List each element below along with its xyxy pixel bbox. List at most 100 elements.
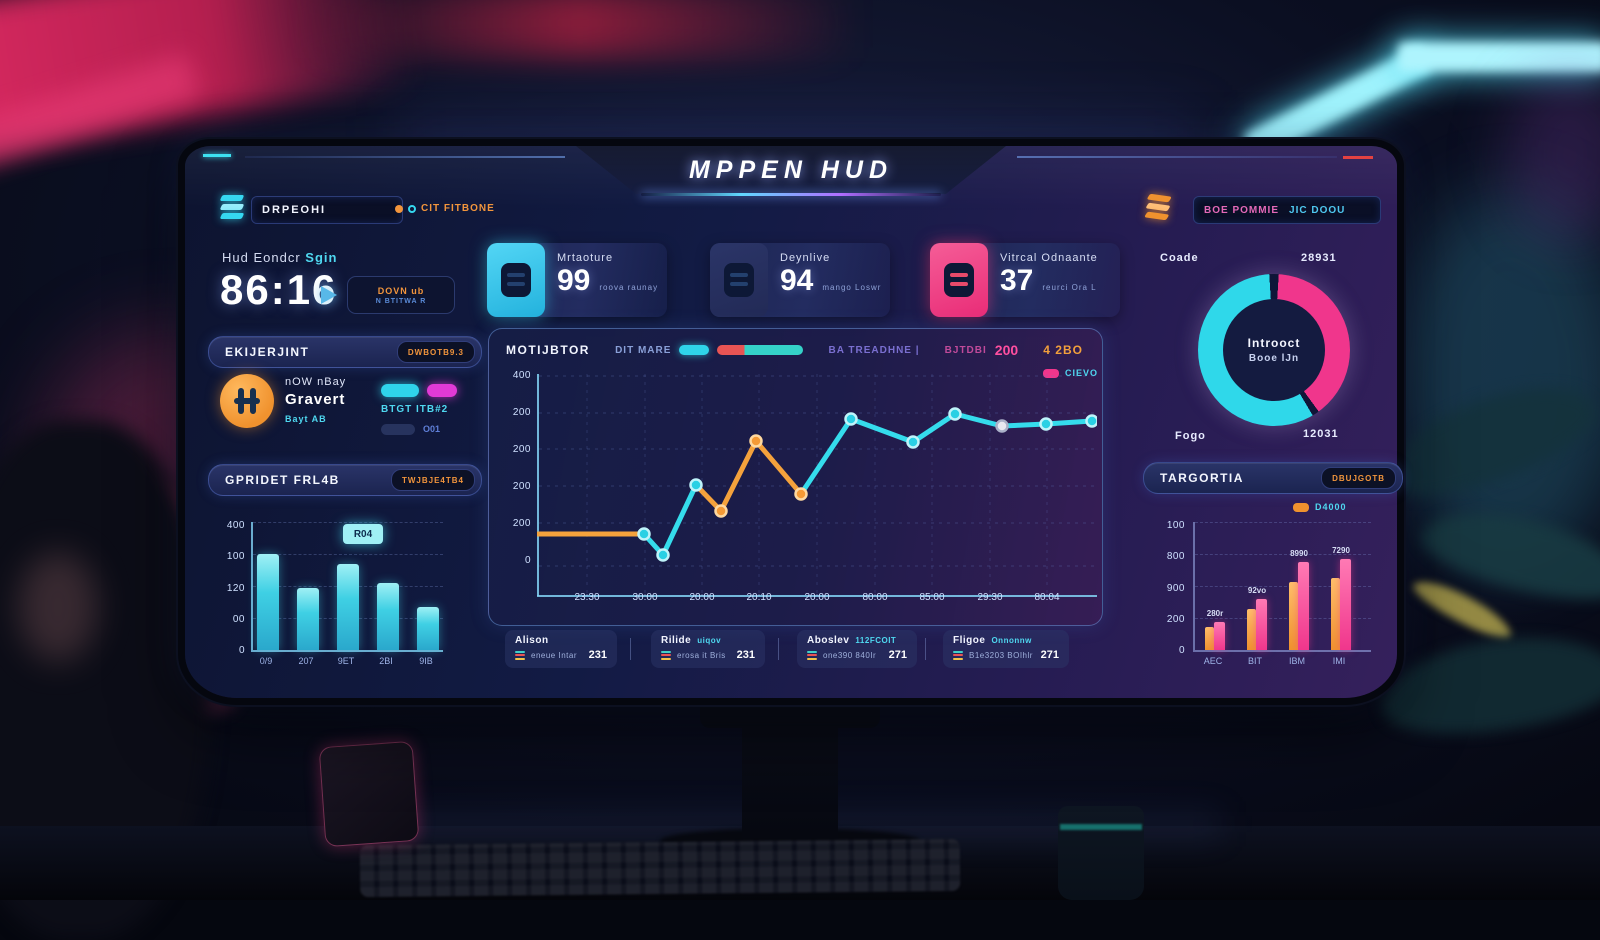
header-right-cyan-label: JIC DOOU <box>1289 204 1346 216</box>
status-dot-icon <box>395 204 403 213</box>
stat-chip-4[interactable]: Fligoe Onnonnw B1e3203 BOIhlr 271 <box>943 630 1069 668</box>
bar-pink <box>1340 559 1351 650</box>
chip-value: 271 <box>1040 649 1059 661</box>
section-target-pill[interactable]: DBUJGOTB <box>1321 467 1396 489</box>
stat-chip-3[interactable]: Aboslev 112FCOIT one390 840Ir 271 <box>797 630 917 668</box>
chip-divider <box>630 638 631 660</box>
chip-line: erosa it Bris <box>677 650 726 660</box>
stat-chip-2[interactable]: Rilide uiqov erosa it Bris 231 <box>651 630 765 668</box>
axis-tick: 800 <box>1166 551 1185 563</box>
clock-caption-text: Hud Eondcr <box>222 250 301 265</box>
stat-card-2-sub: mango Loswr <box>822 283 882 292</box>
donut-value-topright: 28931 <box>1301 252 1337 264</box>
data-point <box>637 527 651 541</box>
section-energy-pill[interactable]: DWBOTB9.3 <box>396 341 475 363</box>
axis-tick: 200 <box>512 518 531 529</box>
right-chart-x-axis: AEC BIT IBM IMI <box>1193 656 1369 670</box>
stat-card-1[interactable]: Mrtaoture 99 roova raunay <box>487 243 667 317</box>
data-point <box>794 487 808 501</box>
neon-red-glow <box>300 0 860 58</box>
stat-card-1-icon <box>487 243 545 317</box>
toggle-pink[interactable] <box>427 384 457 397</box>
chip-bars-icon <box>661 650 671 660</box>
donut-center-line2: Booe lJn <box>1248 353 1300 364</box>
chip-title: Alison <box>515 635 549 646</box>
stat-card-1-sub: roova raunay <box>599 283 659 292</box>
axis-tick: 120 <box>226 582 245 594</box>
section-grid-pill[interactable]: TWJBJE4TB4 <box>390 469 475 491</box>
device-icon[interactable] <box>220 374 274 428</box>
axis-tick: 0 <box>524 555 531 566</box>
clock-caption: Hud Eondcr Sgin <box>222 250 337 265</box>
chip-line: B1e3203 BOIhlr <box>969 650 1033 660</box>
stat-card-2[interactable]: Deynlive 94 mango Loswr <box>710 243 890 317</box>
axis-tick: AEC <box>1203 656 1223 666</box>
chip-line: one390 840Ir <box>823 650 877 660</box>
data-point <box>995 419 1009 433</box>
header-badge-label: DRPEOHI <box>262 204 327 216</box>
neon-cyan-sign-2 <box>1398 42 1600 72</box>
data-point <box>906 435 920 449</box>
axis-tick: 85:00 <box>919 592 945 603</box>
donut-label-bottomleft: Fogo <box>1175 430 1206 442</box>
main-chart-sub-legend[interactable]: CIEVO <box>1043 368 1098 378</box>
device-mini-label: O01 <box>423 424 441 434</box>
stat-card-1-title: Mrtaoture <box>557 252 614 264</box>
link-glyph-icon <box>234 388 260 414</box>
header-right-group[interactable]: BOE POMMIE JIC DOOU <box>1193 196 1381 224</box>
axis-tick: 207 <box>298 656 314 666</box>
axis-tick: 100 <box>1166 520 1185 531</box>
chip-title: Fligoe <box>953 635 986 646</box>
axis-tick: 23:30 <box>574 592 600 603</box>
mug <box>1058 806 1144 900</box>
stat-card-3[interactable]: Vitrcal Odnaante 37 reurci Ora L <box>930 243 1120 317</box>
axis-tick: IMI <box>1332 656 1346 666</box>
clock-badge-button[interactable]: DOVN ub N BTITWA R <box>347 276 455 314</box>
title-plate: MPPEN HUD <box>576 146 1006 194</box>
bar-value-label: 7290 <box>1332 546 1350 555</box>
legend-cyan-pill[interactable] <box>679 345 710 355</box>
left-chart-x-axis: 0/9 207 9ET 2BI 9IB <box>251 656 441 670</box>
axis-tick: BIT <box>1247 656 1262 666</box>
main-line-chart <box>537 374 1097 597</box>
axis-tick: 200 <box>512 407 531 418</box>
axis-tick: 00 <box>232 613 245 625</box>
device-line3: Bayt AB <box>285 414 327 424</box>
header-badge[interactable]: DRPEOHI <box>251 196 403 224</box>
chip-title: Aboslev <box>807 635 850 646</box>
header-status[interactable]: CIT FITBONE <box>395 203 495 214</box>
mug-neon-stripe <box>1060 824 1142 830</box>
gridline <box>1195 554 1371 555</box>
header-status-label: CIT FITBONE <box>421 203 495 214</box>
sub-legend-swatch-icon <box>1043 368 1059 378</box>
screen-indicator-cyan <box>203 154 231 157</box>
stat-chip-1[interactable]: Alison eneue Intar 231 <box>505 630 617 668</box>
chip-bars-icon <box>807 650 817 660</box>
stat-card-2-value: 94 <box>780 264 814 297</box>
main-chart-y-axis: 400 200 200 200 200 0 <box>493 370 531 566</box>
bar <box>257 554 279 650</box>
data-point <box>656 548 670 562</box>
device-line1: nOW nBay <box>285 376 347 388</box>
bar <box>417 607 439 650</box>
stat-card-3-icon <box>930 243 988 317</box>
axis-tick: 200 <box>512 481 531 492</box>
gridline <box>253 554 443 555</box>
play-arrow-icon[interactable] <box>321 286 337 304</box>
toggle-cyan[interactable] <box>381 384 419 397</box>
gridline <box>1195 618 1371 619</box>
chip-line: eneue Intar <box>531 650 577 660</box>
app-title: MPPEN HUD <box>688 155 893 184</box>
axis-tick: 20:00 <box>804 592 830 603</box>
axis-tick: 2BI <box>379 656 393 666</box>
right-chart-y-axis: 100 800 900 200 0 <box>1149 520 1185 656</box>
device-mini-pill[interactable] <box>381 424 415 435</box>
legend-duo-pill[interactable] <box>717 345 804 355</box>
donut-chart: Introoct Booe lJn <box>1198 274 1350 426</box>
main-chart-pink-label: BJTDBI <box>944 344 987 356</box>
chip-title: Rilide <box>661 635 692 646</box>
bar-pink <box>1256 599 1267 650</box>
keyboard <box>359 838 961 898</box>
section-target: TARGORTIA DBUJGOTB <box>1143 462 1403 494</box>
right-chart-legend[interactable]: D4000 <box>1293 502 1347 512</box>
